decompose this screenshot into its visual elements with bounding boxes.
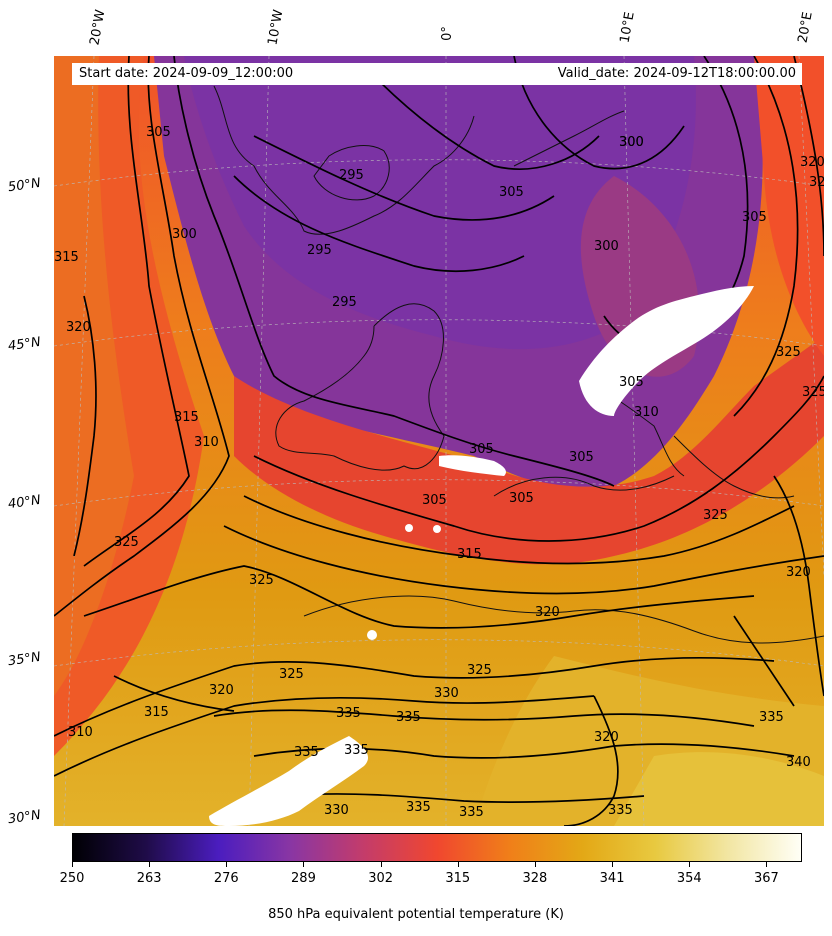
colorbar-tick [766,862,768,867]
longitude-label-20w: 20°W [87,8,109,47]
colorbar-tick-label: 289 [291,871,316,886]
contour-label: 325 [467,663,492,678]
contour-label: 320 [594,730,619,745]
contour-label: 335 [608,803,633,818]
colorbar-tick-label: 315 [445,871,471,886]
map-info-bar: Start date: 2024-09-09_12:00:00 Valid_da… [72,63,802,85]
colorbar-tick [226,862,228,867]
latitude-label-40n: 40°N [7,492,42,513]
latitude-label-45n: 45°N [7,334,42,355]
contour-label: 325 [802,385,824,400]
contour-label: 305 [422,493,447,508]
contour-label: 320 [66,320,91,335]
contour-label: 305 [619,375,644,390]
latitude-label-50n: 50°N [7,175,42,196]
contour-label: 305 [499,185,524,200]
contour-label: 340 [786,755,811,770]
theta-e-map[interactable]: 305 300 295 295 295 300 300 305 320 320 … [54,56,824,826]
contour-label: 305 [742,210,767,225]
contour-label: 300 [619,135,644,150]
colorbar-tick [457,862,459,867]
contour-label: 295 [307,243,332,258]
contours [54,56,824,826]
colorbar-tick-label: 354 [676,871,702,886]
contour-label: 310 [194,435,219,450]
contour-label: 315 [144,705,169,720]
contour-label: 315 [54,250,79,265]
contour-label: 305 [146,125,171,140]
colorbar-tick-label: 367 [753,871,779,886]
contour-label: 320 [535,605,560,620]
colorbar-tick [612,862,614,867]
coastlines [213,85,824,644]
longitude-label-0: 0° [439,26,455,41]
colorbar-tick [380,862,382,867]
colorbar-tick [149,862,151,867]
contour-label: 335 [336,706,361,721]
contour-label: 335 [406,800,431,815]
start-date-text: Start date: 2024-09-09_12:00:00 [79,66,294,81]
field-west-band [54,56,134,696]
field-east-warm [754,56,824,356]
contour-label: 320 [209,683,234,698]
colorbar-tick-label: 263 [136,871,162,886]
contour-label: 295 [339,168,364,183]
colorbar-tick-label: 328 [522,871,548,886]
graticule [54,56,824,826]
colorbar-tick-label: 276 [213,871,239,886]
colorbar-title: 850 hPa equivalent potential temperature… [268,907,564,922]
colorbar-tick-label: 341 [599,871,625,886]
contour-label: 320 [800,155,824,170]
contour-label: 315 [174,410,199,425]
contour-label: 305 [469,442,494,457]
contour-label: 325 [776,345,801,360]
contour-label: 335 [459,805,484,820]
missing-data-mask [209,286,754,826]
contour-label: 300 [619,135,644,150]
contour-label: 310 [634,405,659,420]
contour-label: 305 [569,450,594,465]
contour-label: 325 [249,573,274,588]
field-frontal-zone [234,336,824,565]
contour-labels: 305 300 295 295 295 300 300 305 320 320 … [54,125,824,820]
colorbar-tick [689,862,691,867]
colorbar-tick-label: 302 [368,871,394,886]
contour-label: 310 [68,725,93,740]
contour-label: 300 [172,227,197,242]
contour-label: 300 [594,239,619,254]
contour-label: 335 [759,710,784,725]
colorbar-tick [303,862,305,867]
contour-label: 325 [114,535,139,550]
contour-label: 335 [294,745,319,760]
longitude-label-10w: 10°W [265,8,287,47]
contour-label: 335 [344,743,369,758]
contour-label: 320 [809,175,824,190]
contour-label: 330 [434,686,459,701]
contour-label: 295 [332,295,357,310]
longitude-label-10e: 10°E [617,10,638,45]
colorbar-tick-label: 250 [59,871,85,886]
latitude-label-35n: 35°N [7,649,42,670]
contour-label: 325 [279,667,304,682]
longitude-label-20e: 20°E [795,10,816,45]
contour-label: 320 [786,565,811,580]
colorbar [72,833,802,862]
contour-label: 330 [324,803,349,818]
colorbar-tick [72,862,73,867]
colorbar-tick [534,862,536,867]
contour-label: 325 [703,508,728,523]
contour-label: 315 [457,547,482,562]
latitude-label-30n: 30°N [7,807,42,828]
map-panel[interactable]: 305 300 295 295 295 300 300 305 320 320 … [54,56,824,826]
contour-label: 305 [509,491,534,506]
valid-date-text: Valid_date: 2024-09-12T18:00:00.00 [557,66,796,81]
contour-label: 335 [396,710,421,725]
field-south-east-hot [614,752,824,826]
field-cold-core [184,56,696,350]
